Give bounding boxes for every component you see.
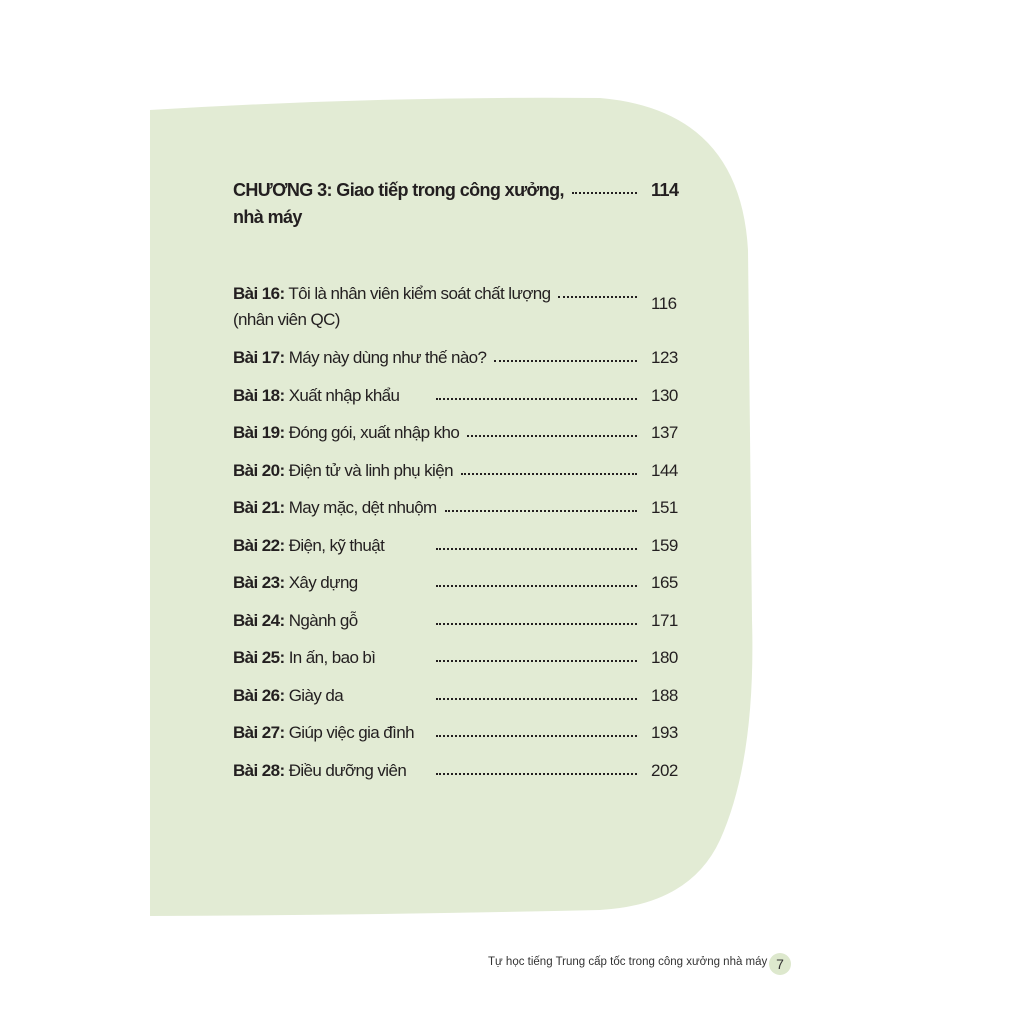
lesson-name: Điện, kỹ thuật xyxy=(288,536,385,555)
dot-leader xyxy=(436,648,637,662)
lesson-label: Bài 17: xyxy=(233,348,285,367)
dot-leader xyxy=(436,386,637,400)
dot-leader xyxy=(558,284,637,298)
lesson-name-line2: (nhân viên QC) xyxy=(233,310,340,329)
lesson-page: 123 xyxy=(651,348,678,367)
page-number: 7 xyxy=(769,953,791,975)
lesson-entry[interactable]: Bài 22: Điện, kỹ thuật 159 xyxy=(233,536,693,556)
lesson-name: Đóng gói, xuất nhập kho xyxy=(288,423,460,442)
lesson-entry[interactable]: Bài 21: May mặc, dệt nhuộm 151 xyxy=(233,498,693,518)
lesson-page: 151 xyxy=(651,498,678,517)
lesson-page: 159 xyxy=(651,536,678,555)
lesson-page: 137 xyxy=(651,423,678,442)
lesson-label: Bài 16: xyxy=(233,284,285,303)
lesson-label: Bài 26: xyxy=(233,686,285,705)
lesson-page: 165 xyxy=(651,573,678,592)
lesson-label: Bài 20: xyxy=(233,461,285,480)
lesson-label: Bài 24: xyxy=(233,611,285,630)
lesson-title: Bài 21: May mặc, dệt nhuộm xyxy=(233,498,437,518)
lesson-label: Bài 27: xyxy=(233,723,285,742)
lesson-name: Điện tử và linh phụ kiện xyxy=(288,461,454,480)
lesson-page: 180 xyxy=(651,648,678,667)
dot-leader xyxy=(436,573,637,587)
lesson-entry[interactable]: Bài 24: Ngành gỗ 171 xyxy=(233,611,693,631)
lesson-label: Bài 18: xyxy=(233,386,285,405)
lesson-label: Bài 21: xyxy=(233,498,285,517)
lesson-title: Bài 27: Giúp việc gia đình xyxy=(233,723,428,743)
lesson-page: 202 xyxy=(651,761,678,780)
lesson-page: 188 xyxy=(651,686,678,705)
lesson-title: Bài 23: Xây dựng xyxy=(233,573,428,593)
lesson-label: Bài 23: xyxy=(233,573,285,592)
lesson-name: Máy này dùng như thế nào? xyxy=(288,348,487,367)
lesson-name: In ấn, bao bì xyxy=(288,648,376,667)
lesson-name: Ngành gỗ xyxy=(288,611,359,630)
dot-leader xyxy=(494,348,637,362)
dot-leader xyxy=(444,498,637,512)
chapter-page: 114 xyxy=(651,180,679,200)
dot-leader xyxy=(436,723,637,737)
chapter-entry[interactable]: CHƯƠNG 3: Giao tiếp trong công xưởng, nh… xyxy=(233,180,693,228)
lesson-name: Tôi là nhân viên kiểm soát chất lượng xyxy=(288,284,551,303)
lesson-page: 116 xyxy=(651,294,677,313)
lesson-entry[interactable]: Bài 28: Điều dưỡng viên 202 xyxy=(233,761,693,781)
dot-leader xyxy=(436,536,637,550)
lesson-name: Điều dưỡng viên xyxy=(288,761,407,780)
lesson-label: Bài 19: xyxy=(233,423,285,442)
lesson-name: Xây dựng xyxy=(288,573,359,592)
lesson-title: Bài 20: Điện tử và linh phụ kiện xyxy=(233,461,454,481)
lesson-entry[interactable]: Bài 17: Máy này dùng như thế nào? 123 xyxy=(233,348,693,368)
chapter-title: CHƯƠNG 3: Giao tiếp trong công xưởng, nh… xyxy=(233,180,565,227)
lesson-entry[interactable]: Bài 23: Xây dựng 165 xyxy=(233,573,693,593)
lesson-entry[interactable]: Bài 25: In ấn, bao bì 180 xyxy=(233,648,693,668)
lesson-label: Bài 28: xyxy=(233,761,285,780)
lesson-entry[interactable]: Bài 19: Đóng gói, xuất nhập kho 137 xyxy=(233,423,693,443)
lesson-title: Bài 26: Giày da xyxy=(233,686,428,706)
lesson-name: Giày da xyxy=(288,686,344,705)
lesson-page: 193 xyxy=(651,723,678,742)
lesson-page: 130 xyxy=(651,386,678,405)
lesson-entry[interactable]: Bài 20: Điện tử và linh phụ kiện 144 xyxy=(233,461,693,481)
lesson-title: Bài 22: Điện, kỹ thuật xyxy=(233,536,428,556)
dot-leader xyxy=(436,611,637,625)
lesson-name: Xuất nhập khẩu xyxy=(288,386,400,405)
lesson-title: Bài 25: In ấn, bao bì xyxy=(233,648,428,668)
footer-book-title: Tự học tiếng Trung cấp tốc trong công xư… xyxy=(488,956,768,968)
lesson-page: 144 xyxy=(651,461,678,480)
lesson-entry[interactable]: Bài 16: Tôi là nhân viên kiểm soát chất … xyxy=(233,284,693,330)
dot-leader xyxy=(460,461,637,475)
lesson-entry[interactable]: Bài 27: Giúp việc gia đình 193 xyxy=(233,723,693,743)
dot-leader xyxy=(436,686,637,700)
lesson-title: Bài 18: Xuất nhập khẩu xyxy=(233,386,428,406)
lesson-name: Giúp việc gia đình xyxy=(288,723,415,742)
lesson-entry[interactable]: Bài 26: Giày da 188 xyxy=(233,686,693,706)
lesson-label: Bài 22: xyxy=(233,536,285,555)
dot-leader xyxy=(467,423,637,437)
lesson-name: May mặc, dệt nhuộm xyxy=(288,498,438,517)
lesson-label: Bài 25: xyxy=(233,648,285,667)
lesson-title: Bài 19: Đóng gói, xuất nhập kho xyxy=(233,423,460,443)
dot-leader xyxy=(436,761,637,775)
lesson-page: 171 xyxy=(651,611,678,630)
dot-leader xyxy=(571,180,637,194)
lesson-title: Bài 17: Máy này dùng như thế nào? xyxy=(233,348,487,368)
lesson-entry[interactable]: Bài 18: Xuất nhập khẩu 130 xyxy=(233,386,693,406)
lesson-title: Bài 28: Điều dưỡng viên xyxy=(233,761,428,781)
lesson-title: Bài 24: Ngành gỗ xyxy=(233,611,428,631)
lesson-title: Bài 16: Tôi là nhân viên kiểm soát chất … xyxy=(233,284,551,330)
